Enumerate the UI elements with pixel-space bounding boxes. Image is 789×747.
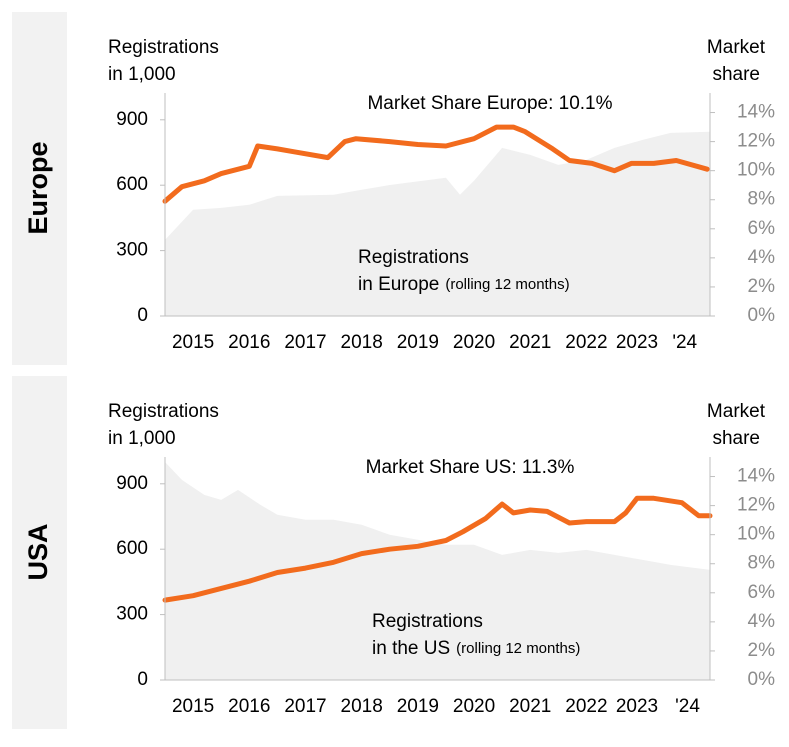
y2-tick-label: 2% bbox=[748, 640, 776, 661]
x-tick-label: '24 bbox=[675, 696, 700, 717]
panel-strip bbox=[12, 12, 67, 365]
y2-tick-label: 10% bbox=[737, 524, 775, 545]
y2-tick-label: 6% bbox=[748, 582, 776, 603]
y-tick-label: 900 bbox=[116, 109, 148, 130]
y2-tick-label: 10% bbox=[737, 160, 775, 181]
y2-tick-label: 0% bbox=[748, 305, 776, 326]
annotation-text: in the US bbox=[372, 638, 450, 659]
y2-axis-label: Market bbox=[707, 37, 766, 58]
annotation: in Europe (rolling 12 months) bbox=[358, 274, 570, 295]
y-axis-label: Registrations bbox=[108, 401, 219, 422]
y-axis-label: in 1,000 bbox=[108, 64, 176, 85]
x-tick-label: 2018 bbox=[341, 696, 383, 717]
x-tick-label: '24 bbox=[672, 332, 697, 353]
y-axis-label: Registrations bbox=[108, 37, 219, 58]
area bbox=[165, 462, 710, 680]
annotation: in the US (rolling 12 months) bbox=[372, 638, 580, 659]
annotation-note: (rolling 12 months) bbox=[456, 640, 580, 657]
y-tick-label: 300 bbox=[116, 240, 148, 261]
annotation-note: (rolling 12 months) bbox=[445, 276, 569, 293]
y2-tick-label: 4% bbox=[748, 247, 776, 268]
y-tick-label: 600 bbox=[116, 538, 148, 559]
y2-tick-label: 4% bbox=[748, 611, 776, 632]
x-tick-label: 2020 bbox=[453, 696, 495, 717]
x-tick-label: 2017 bbox=[284, 696, 326, 717]
y-tick-label: 0 bbox=[137, 669, 148, 690]
y2-axis-label: share bbox=[712, 64, 760, 85]
y2-tick-label: 8% bbox=[748, 553, 776, 574]
x-tick-label: 2015 bbox=[172, 696, 214, 717]
y2-axis-label: share bbox=[712, 428, 760, 449]
panel-label: Europe bbox=[23, 141, 53, 234]
y-tick-label: 300 bbox=[116, 604, 148, 625]
chart-title: Market Share US: 11.3% bbox=[366, 457, 575, 478]
y-tick-label: 0 bbox=[137, 305, 148, 326]
y2-tick-label: 2% bbox=[748, 276, 776, 297]
panel-strip bbox=[12, 376, 67, 729]
y2-tick-label: 8% bbox=[748, 189, 776, 210]
y-tick-label: 900 bbox=[116, 473, 148, 494]
x-tick-label: 2023 bbox=[616, 332, 658, 353]
x-tick-label: 2015 bbox=[172, 332, 214, 353]
share-line bbox=[162, 124, 710, 204]
y2-axis-label: Market bbox=[707, 401, 766, 422]
y-tick-label: 600 bbox=[116, 174, 148, 195]
x-tick-label: 2018 bbox=[341, 332, 383, 353]
x-tick-label: 2016 bbox=[228, 696, 270, 717]
x-tick-label: 2020 bbox=[453, 332, 495, 353]
y2-tick-label: 12% bbox=[737, 495, 775, 516]
x-tick-label: 2017 bbox=[284, 332, 326, 353]
area bbox=[165, 131, 710, 316]
x-tick-label: 2019 bbox=[397, 332, 439, 353]
x-tick-label: 2022 bbox=[565, 332, 607, 353]
y-axis-label: in 1,000 bbox=[108, 428, 176, 449]
annotation: Registrations bbox=[358, 247, 469, 268]
x-tick-label: 2022 bbox=[565, 696, 607, 717]
panel-label: USA bbox=[23, 523, 53, 580]
y2-tick-label: 14% bbox=[737, 102, 775, 123]
chart-title: Market Share Europe: 10.1% bbox=[367, 93, 612, 114]
y2-tick-label: 14% bbox=[737, 466, 775, 487]
x-tick-label: 2021 bbox=[509, 332, 551, 353]
annotation-text: in Europe bbox=[358, 274, 439, 295]
y2-tick-label: 0% bbox=[748, 669, 776, 690]
x-tick-label: 2019 bbox=[397, 696, 439, 717]
y2-tick-label: 12% bbox=[737, 131, 775, 152]
share-line bbox=[162, 495, 713, 603]
x-tick-label: 2021 bbox=[509, 696, 551, 717]
x-tick-label: 2023 bbox=[616, 696, 658, 717]
annotation: Registrations bbox=[372, 611, 483, 632]
x-tick-label: 2016 bbox=[228, 332, 270, 353]
y2-tick-label: 6% bbox=[748, 218, 776, 239]
